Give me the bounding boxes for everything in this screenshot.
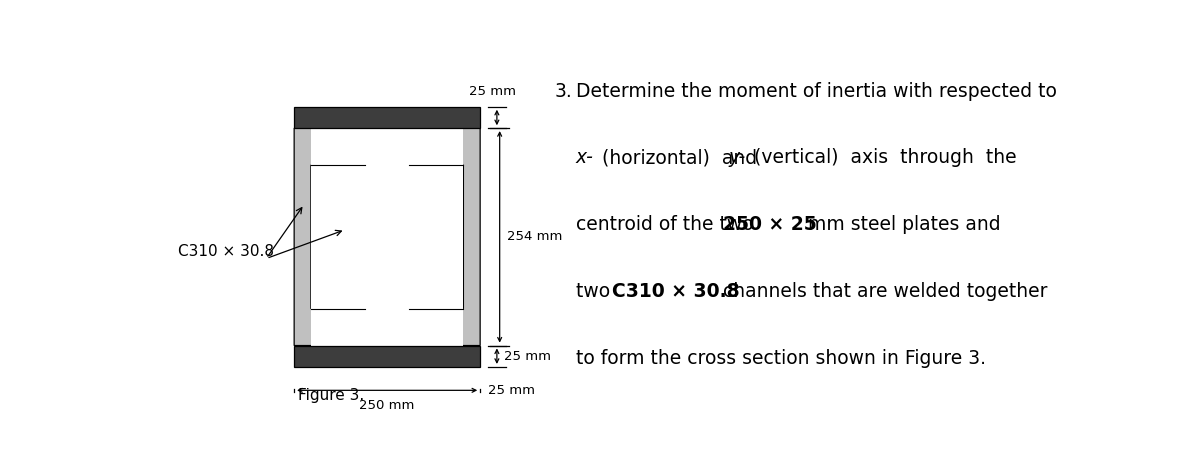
Bar [311,128,463,346]
Polygon shape [388,128,480,346]
Text: two: two [576,282,622,301]
Text: 254 mm: 254 mm [508,230,563,243]
Text: C310 × 30.8: C310 × 30.8 [178,244,274,259]
Bar [294,107,480,128]
Text: Figure 3.: Figure 3. [299,388,365,403]
Bar [294,346,480,367]
Text: to form the cross section shown in Figure 3.: to form the cross section shown in Figur… [576,349,986,368]
Text: (vertical)  axis  through  the: (vertical) axis through the [742,148,1016,167]
Text: 3.: 3. [554,82,572,100]
Text: x-: x- [576,148,594,167]
Text: (horizontal)  and: (horizontal) and [589,148,769,167]
Text: 250 mm: 250 mm [360,400,415,412]
Text: 25 mm: 25 mm [487,384,534,397]
Text: mm steel plates and: mm steel plates and [796,215,1000,234]
Text: Determine the moment of inertia with respected to: Determine the moment of inertia with res… [576,82,1057,100]
Polygon shape [294,128,388,346]
Text: centroid of the two: centroid of the two [576,215,766,234]
Text: 25 mm: 25 mm [469,85,516,98]
Text: C310 × 30.8: C310 × 30.8 [612,282,739,301]
Text: 25 mm: 25 mm [504,350,551,363]
Text: 250 × 25: 250 × 25 [722,215,817,234]
Text: y-: y- [728,148,746,167]
Text: channels that are welded together: channels that are welded together [710,282,1048,301]
